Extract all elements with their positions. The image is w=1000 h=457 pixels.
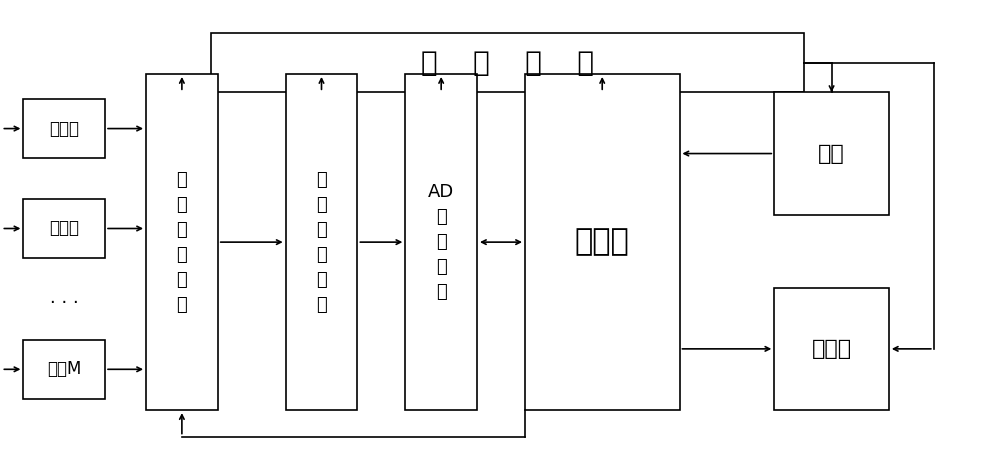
Text: 探头２: 探头２ [49, 219, 79, 238]
Text: 液晶屏: 液晶屏 [812, 339, 852, 359]
Text: 信
号
调
理
电
路: 信 号 调 理 电 路 [316, 170, 327, 314]
Bar [525, 74, 680, 410]
Text: 电    源    电    路: 电 源 电 路 [421, 49, 594, 77]
Bar [286, 74, 357, 410]
Bar [23, 199, 105, 258]
Text: 键盘: 键盘 [818, 143, 845, 164]
Text: 探头１: 探头１ [49, 120, 79, 138]
Text: 单片机: 单片机 [575, 228, 630, 257]
Bar [23, 99, 105, 158]
Text: 探头M: 探头M [47, 360, 81, 378]
Bar [774, 92, 889, 215]
Bar [146, 74, 218, 410]
Bar [774, 287, 889, 410]
Text: 探
头
控
制
电
路: 探 头 控 制 电 路 [177, 170, 187, 314]
Bar [405, 74, 477, 410]
Bar [23, 340, 105, 399]
Bar [211, 33, 804, 92]
Text: · · ·: · · · [50, 294, 79, 313]
Text: AD
转
换
电
路: AD 转 换 电 路 [428, 183, 454, 301]
